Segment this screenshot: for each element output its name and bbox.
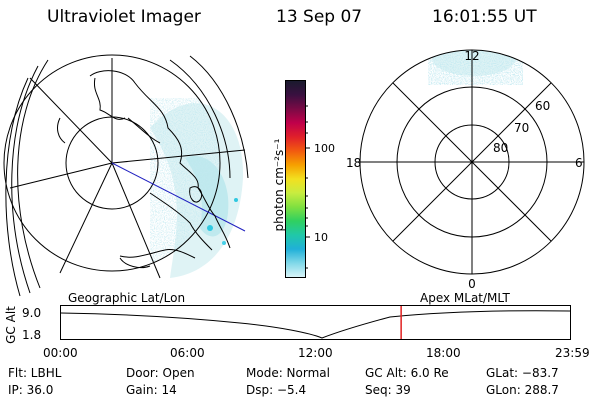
timeline-ylabel: GC Alt xyxy=(3,306,18,344)
mlt-label-6: 6 xyxy=(575,156,583,170)
timeline-ytick-bottom: 1.8 xyxy=(22,328,42,342)
polar-grid xyxy=(359,49,585,275)
timeline-xtick-0: 00:00 xyxy=(43,346,78,360)
mlt-label-0: 0 xyxy=(468,277,476,291)
colorbar-ticks: 100 10 xyxy=(305,105,335,269)
colorbar-gradient xyxy=(286,81,305,277)
aurora-emission-left xyxy=(150,98,244,279)
mlt-label-18: 18 xyxy=(346,156,361,170)
instrument-title: Ultraviolet Imager xyxy=(47,7,201,27)
date-label: 13 Sep 07 xyxy=(276,7,363,27)
magnetic-coord-label: Apex MLat/MLT xyxy=(420,291,510,305)
lat-label-60: 60 xyxy=(535,99,550,113)
info-ip: IP: 36.0 xyxy=(8,383,54,397)
info-dsp: Dsp: −5.4 xyxy=(246,383,307,397)
info-glon: GLon: 288.7 xyxy=(486,383,559,397)
lat-label-70: 70 xyxy=(514,121,529,135)
info-door: Door: Open xyxy=(126,366,195,380)
intensity-colorbar xyxy=(285,80,306,278)
geographic-map xyxy=(3,54,249,297)
lat-label-80: 80 xyxy=(493,141,508,155)
info-seq: Seq: 39 xyxy=(365,383,411,397)
timeline-xtick-1: 06:00 xyxy=(170,346,205,360)
info-filter: Flt: LBHL xyxy=(8,366,62,380)
info-glat: GLat: −83.7 xyxy=(486,366,559,380)
colorbar-tick-100: 100 xyxy=(314,142,335,155)
info-mode: Mode: Normal xyxy=(246,366,330,380)
info-gc-alt: GC Alt: 6.0 Re xyxy=(365,366,449,380)
coastlines xyxy=(57,70,231,269)
timeline-xtick-3: 18:00 xyxy=(426,346,461,360)
timeline-xtick-4: 23:59 xyxy=(555,346,590,360)
mlt-label-12: 12 xyxy=(464,49,479,63)
magnetic-polar-plot: 12 18 6 0 60 70 80 xyxy=(346,49,585,291)
geographic-coord-label: Geographic Lat/Lon xyxy=(68,291,186,305)
colorbar-unit-label: photon cm⁻²s⁻¹ xyxy=(272,138,286,232)
timeline-xtick-2: 12:00 xyxy=(298,346,333,360)
info-gain: Gain: 14 xyxy=(126,383,177,397)
time-label: 16:01:55 UT xyxy=(432,7,537,27)
colorbar-tick-10: 10 xyxy=(314,231,328,244)
timeline-ytick-top: 9.0 xyxy=(22,306,42,320)
altitude-timeline xyxy=(60,305,571,340)
